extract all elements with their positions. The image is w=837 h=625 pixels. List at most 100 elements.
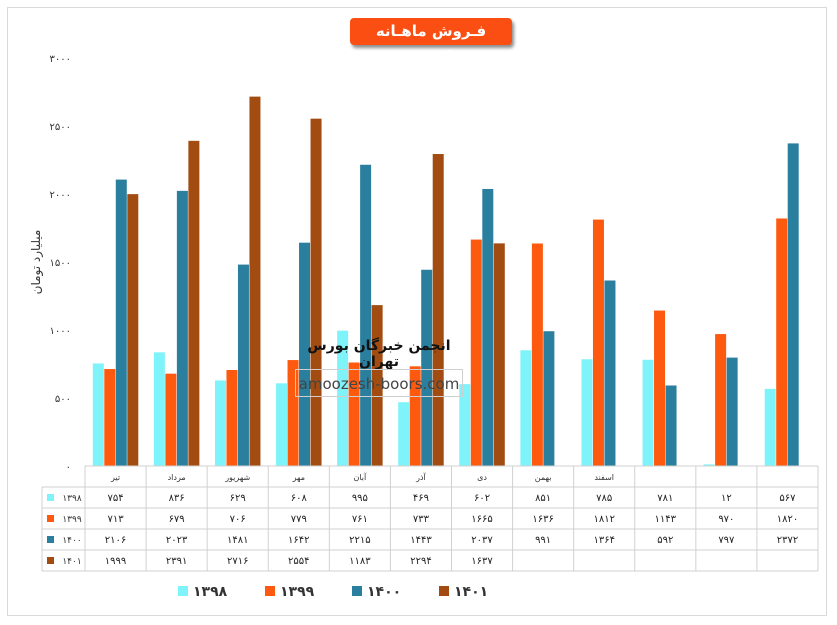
table-category-label: آذر: [415, 472, 426, 482]
table-value: ۱۶۴۲: [288, 535, 309, 546]
bar-3-5: [360, 164, 372, 466]
bar-3-7: [482, 188, 494, 466]
table-series-label: ۱۳۹۹: [62, 515, 82, 525]
bar-1-10: [642, 359, 654, 466]
table-category-label: شهریور: [224, 473, 250, 482]
bar-2-4: [287, 360, 299, 466]
table-value: ۲۰۲۳: [166, 535, 188, 546]
watermark-url: amoozesh-boors.com: [295, 369, 463, 397]
table-value: ۱۶۳۶: [532, 514, 553, 525]
table-legend-key: [47, 515, 54, 522]
y-tick-label: ۱۵۰۰: [50, 258, 71, 269]
table-value: ۱۹۹۹: [105, 556, 126, 567]
table-value: ۱۴۴۳: [410, 535, 432, 546]
bar-4-6: [432, 154, 444, 467]
bar-4-5: [371, 305, 383, 466]
table-value: ۷۰۶: [230, 514, 246, 525]
table-series-label: ۱۳۹۸: [62, 494, 82, 504]
y-tick-label: ۲۵۰۰: [50, 122, 71, 133]
bar-3-9: [604, 280, 616, 466]
table-category-label: مرداد: [168, 473, 186, 482]
bar-2-6: [409, 366, 421, 466]
table-value: ۱۶۳۷: [471, 556, 493, 567]
table-value: ۷۷۹: [291, 514, 307, 525]
table-value: ۲۳۷۲: [777, 535, 798, 546]
bar-4-7: [493, 243, 505, 466]
bar-2-10: [654, 310, 666, 466]
table-value: ۱۲: [721, 493, 732, 504]
table-value: ۸۵۱: [535, 493, 551, 504]
table-value: ۲۵۵۴: [288, 556, 309, 567]
bar-1-5: [337, 330, 349, 466]
bar-2-7: [470, 239, 482, 466]
bar-2-5: [348, 362, 360, 466]
table-value: ۲۲۱۵: [349, 535, 370, 546]
table-value: ۲۰۳۷: [471, 535, 493, 546]
bar-2-2: [165, 373, 177, 466]
bar-1-7: [459, 384, 471, 466]
table-value: ۱۸۱۲: [593, 514, 614, 525]
table-value: ۶۷۹: [169, 514, 185, 525]
table-series-label: ۱۴۰۱: [62, 557, 81, 567]
table-value: ۶۲۹: [230, 493, 246, 504]
table-value: ۵۹۲: [657, 535, 673, 546]
bar-1-8: [520, 350, 532, 466]
table-value: ۷۳۳: [413, 514, 430, 525]
table-value: ۷۱۳: [107, 514, 124, 525]
table-value: ۹۷۰: [718, 514, 734, 525]
chart-title: فـروش ماهـانه زاگـــرس: [350, 18, 512, 67]
table-value: ۵۶۷: [779, 493, 796, 504]
bar-1-2: [153, 352, 165, 466]
y-tick-label: ۱۰۰۰: [50, 326, 71, 337]
table-series-label: ۱۴۰۰: [62, 536, 81, 546]
table-value: ۹۹۱: [535, 535, 551, 546]
y-axis-label: میلیارد تومان: [29, 230, 44, 295]
bar-3-11: [726, 357, 738, 466]
table-value: ۲۷۱۶: [227, 556, 248, 567]
table-value: ۲۳۹۱: [166, 556, 187, 567]
table-value: ۲۱۰۶: [105, 535, 126, 546]
legend-label-3: ۱۴۰۰: [367, 584, 401, 600]
table-value: ۱۱۴۳: [655, 514, 677, 525]
bar-1-12: [764, 388, 776, 466]
bar-2-1: [104, 369, 116, 466]
bar-3-2: [176, 190, 188, 466]
table-value: ۲۲۹۴: [410, 556, 431, 567]
bar-2-11: [715, 334, 727, 466]
table-value: ۱۱۸۳: [349, 556, 371, 567]
table-legend-key: [47, 494, 54, 501]
bar-4-2: [188, 140, 200, 466]
bar-4-3: [249, 96, 261, 467]
table-legend-key: [47, 536, 54, 543]
legend-label-2: ۱۳۹۹: [280, 584, 315, 600]
table-value: ۶۰۸: [291, 493, 308, 504]
bar-3-8: [543, 331, 555, 466]
y-tick-label: ۲۰۰۰: [50, 190, 71, 201]
bar-2-8: [531, 243, 543, 466]
legend-swatch-3: [352, 586, 362, 596]
table-legend-key: [47, 557, 54, 564]
table-value: ۱۴۸۱: [227, 535, 248, 546]
bar-3-4: [299, 242, 311, 466]
chart-frame: [7, 7, 827, 616]
table-value: ۱۸۲۰: [777, 514, 798, 525]
y-tick-label: ۳۰۰۰: [50, 54, 71, 65]
y-tick-label: ۵۰۰: [55, 394, 71, 405]
bar-3-6: [421, 269, 433, 466]
table-category-label: دی: [477, 473, 487, 482]
bar-3-1: [115, 179, 127, 467]
bar-3-12: [787, 143, 799, 466]
bar-1-11: [703, 464, 715, 466]
bar-1-3: [214, 380, 226, 466]
table-category-label: بهمن: [535, 473, 552, 482]
legend-swatch-1: [178, 586, 188, 596]
bar-3-10: [665, 385, 677, 466]
legend-swatch-4: [439, 586, 449, 596]
table-value: ۷۸۱: [657, 493, 673, 504]
table-category-label: تیر: [110, 473, 120, 482]
legend-label-1: ۱۳۹۸: [193, 584, 228, 600]
bar-1-1: [92, 363, 104, 466]
table-value: ۷۵۴: [107, 493, 123, 504]
table-value: ۸۳۶: [169, 493, 185, 504]
